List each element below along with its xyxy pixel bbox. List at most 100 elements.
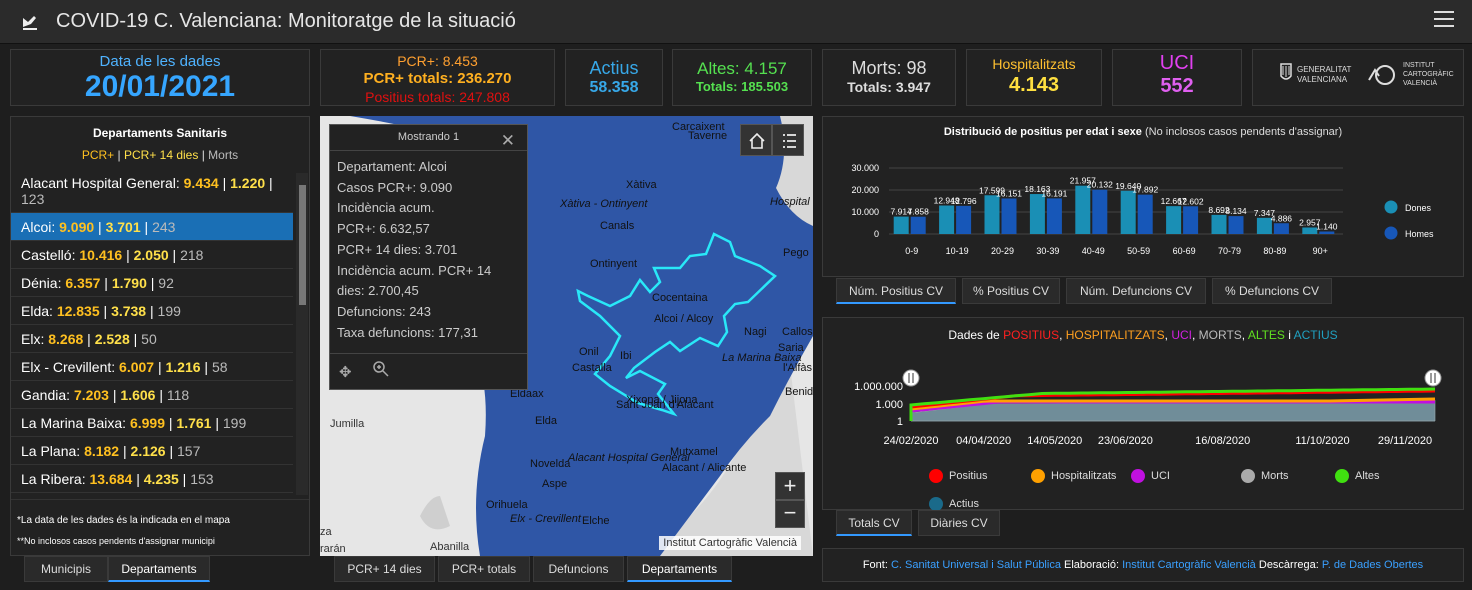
map-place-label: Mutxamel bbox=[670, 446, 718, 458]
popup-line: Defuncions: 243 bbox=[337, 303, 431, 319]
age-bar[interactable] bbox=[1211, 214, 1227, 234]
zoom-in-button[interactable]: + bbox=[775, 472, 805, 500]
department-name: Alacant Hospital General: bbox=[21, 175, 184, 191]
slider-end-handle[interactable] bbox=[1424, 369, 1442, 387]
time-title-part: MORTS bbox=[1198, 328, 1242, 342]
map-place-label: Novelda bbox=[530, 458, 571, 470]
separator: | bbox=[94, 219, 106, 235]
age-bar[interactable] bbox=[1001, 198, 1017, 234]
elab-link[interactable]: Institut Cartogràfic Valencià bbox=[1122, 559, 1256, 571]
age-bar[interactable] bbox=[1046, 198, 1062, 234]
legend-dot-icon bbox=[929, 497, 943, 511]
tab-num-positius[interactable]: Núm. Positius CV bbox=[836, 278, 956, 304]
age-bar[interactable] bbox=[1256, 217, 1272, 234]
age-bar[interactable] bbox=[893, 216, 909, 234]
tab-defuncions[interactable]: Defuncions bbox=[533, 556, 624, 582]
desc-link[interactable]: P. de Dades Obertes bbox=[1321, 559, 1424, 571]
age-bar[interactable] bbox=[910, 216, 926, 234]
age-bar[interactable] bbox=[1029, 194, 1045, 234]
department-morts: 123 bbox=[21, 191, 45, 207]
department-row[interactable]: Castelló: 10.416 | 2.050 | 218 bbox=[11, 241, 293, 269]
separator: | bbox=[154, 359, 166, 375]
department-morts: 218 bbox=[180, 247, 204, 263]
font-link[interactable]: C. Sanitat Universal i Salut Pública bbox=[890, 559, 1061, 571]
uci-card: UCI 552 bbox=[1112, 49, 1242, 106]
notes-box: *La data de les dades és la indicada en … bbox=[11, 499, 309, 555]
separator: | bbox=[168, 247, 181, 263]
age-bar[interactable] bbox=[1273, 223, 1289, 234]
data-date-label: Data de les dades bbox=[99, 53, 221, 70]
x-tick-label: 60-69 bbox=[1173, 246, 1196, 256]
pcr-card: PCR+: 8.453 PCR+ totals: 236.270 Positiu… bbox=[320, 49, 555, 106]
department-row[interactable]: Dénia: 6.357 | 1.790 | 92 bbox=[11, 269, 293, 297]
department-pcr: 6.357 bbox=[65, 275, 101, 291]
department-name: La Ribera: bbox=[21, 471, 90, 487]
time-title-part: POSITIUS bbox=[1003, 328, 1060, 342]
age-bar[interactable] bbox=[939, 205, 955, 234]
map-place-label: Aspe bbox=[542, 478, 568, 490]
department-row[interactable]: La Marina Baixa: 6.999 | 1.761 | 199 bbox=[11, 409, 293, 437]
pcr-total: PCR+ totals: 236.270 bbox=[363, 70, 512, 87]
age-bar[interactable] bbox=[984, 195, 1000, 234]
zoom-to-icon[interactable] bbox=[372, 360, 389, 377]
tab-pct-positius[interactable]: % Positius CV bbox=[962, 278, 1060, 304]
slider-start-handle[interactable] bbox=[902, 369, 920, 387]
bar-value-label: 21.957 bbox=[1070, 176, 1096, 186]
age-bar[interactable] bbox=[1120, 190, 1136, 234]
age-bar[interactable] bbox=[1302, 227, 1318, 234]
department-row[interactable]: Elx: 8.268 | 2.528 | 50 bbox=[11, 325, 293, 353]
department-name: Alcoi: bbox=[21, 219, 60, 235]
zoom-out-button[interactable]: − bbox=[775, 500, 805, 528]
age-bar[interactable] bbox=[956, 205, 972, 234]
time-legend-item: Hospitalitzats bbox=[1031, 469, 1116, 483]
list-scrollbar[interactable] bbox=[296, 173, 308, 495]
time-title-part: ACTIUS bbox=[1293, 328, 1338, 342]
map-place-label: Taverne bbox=[688, 130, 728, 142]
hamburger-menu-icon[interactable] bbox=[1434, 11, 1454, 31]
tab-pct-defuncions[interactable]: % Defuncions CV bbox=[1212, 278, 1332, 304]
departments-legend: PCR+ | PCR+ 14 dies | Morts bbox=[81, 148, 239, 162]
time-legend-item: UCI bbox=[1131, 469, 1170, 483]
gva-logo-text: GENERALITAT VALENCIANA bbox=[1297, 65, 1352, 84]
department-row[interactable]: Alcoi: 9.090 | 3.701 | 243 bbox=[11, 213, 293, 241]
tab-departaments-map[interactable]: Departaments bbox=[627, 556, 732, 582]
note-2: **No inclosos casos pendents d'assignar … bbox=[17, 536, 215, 546]
department-row[interactable]: Elx - Crevillent: 6.007 | 1.216 | 58 bbox=[11, 353, 293, 381]
altes-label: Altes: 4.157 bbox=[697, 59, 787, 78]
layer-list-button[interactable] bbox=[772, 124, 804, 156]
department-name: Elx - Crevillent: bbox=[21, 359, 120, 375]
close-icon[interactable]: ✕ bbox=[500, 131, 515, 150]
age-bar[interactable] bbox=[1092, 189, 1108, 234]
tab-diaries-cv[interactable]: Diàries CV bbox=[918, 510, 1000, 536]
tab-totals-cv[interactable]: Totals CV bbox=[836, 510, 912, 536]
department-pcr: 7.203 bbox=[73, 387, 109, 403]
department-row[interactable]: Alacant Hospital General: 9.434 | 1.220 … bbox=[11, 169, 293, 213]
tab-municipis[interactable]: Municipis bbox=[24, 556, 108, 582]
note-1: *La data de les dades és la indicada en … bbox=[17, 515, 230, 526]
age-bar[interactable] bbox=[1228, 216, 1244, 234]
department-row[interactable]: Gandia: 7.203 | 1.606 | 118 bbox=[11, 381, 293, 409]
pan-to-icon[interactable]: ✥ bbox=[339, 364, 352, 381]
department-row[interactable]: Elda: 12.835 | 3.738 | 199 bbox=[11, 297, 293, 325]
x-tick-label: 50-59 bbox=[1127, 246, 1150, 256]
tab-pcr-totals[interactable]: PCR+ totals bbox=[438, 556, 530, 582]
tab-num-defuncions[interactable]: Núm. Defuncions CV bbox=[1066, 278, 1206, 304]
popup-line: dies: 2.700,45 bbox=[337, 283, 419, 299]
tab-pcr-14-dies[interactable]: PCR+ 14 dies bbox=[334, 556, 435, 582]
map-place-label: Canals bbox=[600, 220, 635, 232]
tab-departaments-left[interactable]: Departaments bbox=[108, 556, 210, 582]
departments-list[interactable]: Alacant Hospital General: 9.434 | 1.220 … bbox=[11, 169, 293, 493]
age-bar[interactable] bbox=[1166, 206, 1182, 234]
department-row[interactable]: La Plana: 8.182 | 2.126 | 157 bbox=[11, 437, 293, 465]
age-bar[interactable] bbox=[1183, 206, 1199, 234]
home-button[interactable] bbox=[740, 124, 772, 156]
age-bar[interactable] bbox=[1137, 194, 1153, 234]
popup-footer: ✥ bbox=[330, 353, 527, 389]
map-place-label: Hospital bbox=[770, 196, 810, 208]
legend-label: Actius bbox=[949, 497, 979, 510]
age-bar[interactable] bbox=[1319, 231, 1335, 234]
gva-logo-icon bbox=[1279, 62, 1293, 92]
actius-card: Actius 58.358 bbox=[565, 49, 663, 106]
age-bar[interactable] bbox=[1075, 185, 1091, 234]
department-row[interactable]: La Ribera: 13.684 | 4.235 | 153 bbox=[11, 465, 293, 493]
